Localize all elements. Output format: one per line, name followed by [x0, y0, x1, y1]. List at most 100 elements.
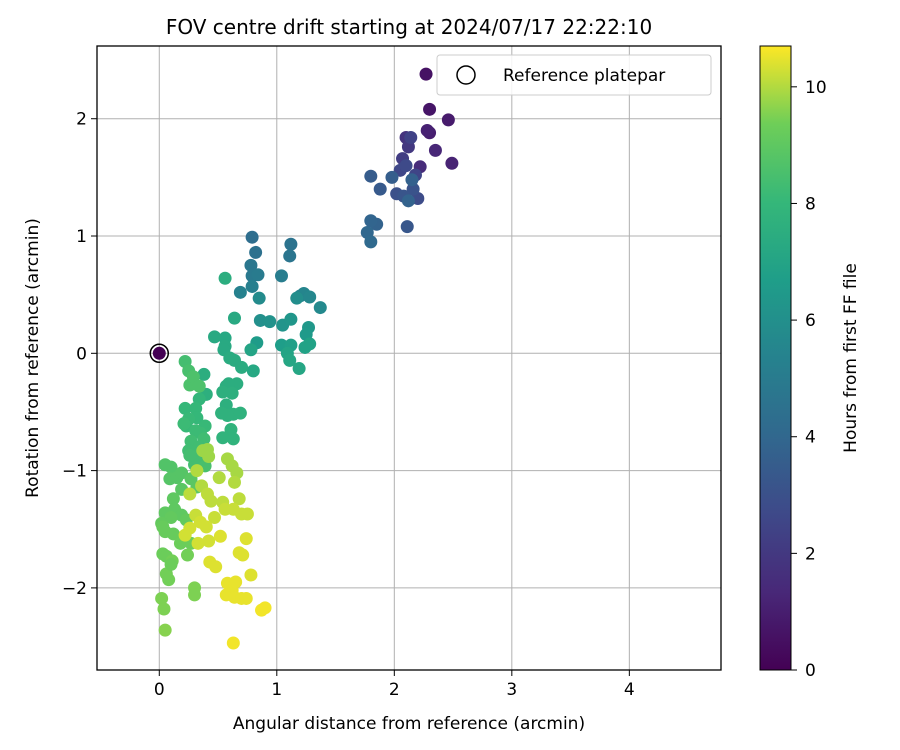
data-point	[164, 511, 178, 525]
data-point	[177, 417, 191, 431]
data-point	[199, 520, 213, 534]
data-point	[192, 379, 206, 393]
data-point	[385, 170, 399, 184]
y-tick-label: 0	[76, 344, 87, 364]
legend-box	[436, 54, 712, 96]
data-point	[227, 475, 241, 489]
data-point	[227, 311, 241, 325]
data-point	[202, 450, 216, 464]
colorbar-tick-label: 4	[805, 428, 816, 448]
data-point	[212, 471, 226, 485]
data-point	[399, 159, 413, 173]
x-tick-label: 2	[389, 680, 400, 700]
data-point	[164, 460, 178, 474]
data-point	[162, 573, 176, 587]
data-point	[156, 520, 170, 534]
data-point	[178, 528, 192, 542]
data-point	[186, 370, 200, 384]
data-point	[251, 268, 265, 282]
y-tick-label: −1	[62, 462, 87, 482]
data-point	[213, 529, 227, 543]
data-point	[245, 279, 259, 293]
data-point	[208, 330, 222, 344]
y-axis-label: Rotation from reference (arcmin)	[23, 218, 43, 498]
data-point	[428, 143, 442, 157]
data-point	[245, 230, 259, 244]
y-tick-label: 2	[76, 110, 87, 130]
data-point	[190, 464, 204, 478]
plot-frame	[96, 45, 722, 671]
data-point	[298, 340, 312, 354]
colorbar-gradient	[759, 45, 792, 671]
colorbar-tick-label: 0	[805, 661, 816, 681]
data-point	[226, 432, 240, 446]
x-tick-label: 3	[506, 680, 517, 700]
data-point	[283, 353, 297, 367]
data-point	[216, 431, 230, 445]
data-point	[249, 245, 263, 259]
data-point	[235, 360, 249, 374]
data-point	[155, 591, 169, 605]
colorbar-tick-label: 10	[805, 78, 827, 98]
data-point	[364, 235, 378, 249]
colorbar-tick-label: 2	[805, 544, 816, 564]
data-point	[445, 156, 459, 170]
data-point	[225, 386, 239, 400]
data-point	[183, 448, 197, 462]
data-point	[166, 527, 180, 541]
colorbar: 0 2 4 6 8 10 Hours from first FF file	[759, 45, 861, 681]
data-point	[274, 269, 288, 283]
data-point	[419, 67, 433, 81]
data-point	[197, 367, 211, 381]
y-tick-label: 1	[76, 227, 87, 247]
data-point	[175, 466, 189, 480]
data-point	[166, 492, 180, 506]
data-point	[405, 173, 419, 187]
colorbar-ticks: 0 2 4 6 8 10	[791, 78, 827, 681]
data-point	[233, 285, 247, 299]
data-point	[178, 401, 192, 415]
data-point	[401, 194, 415, 208]
data-point	[157, 602, 171, 616]
x-axis-label: Angular distance from reference (arcmin)	[233, 714, 585, 734]
data-point	[258, 601, 272, 615]
data-point	[152, 346, 166, 360]
data-point	[364, 214, 378, 228]
data-point	[233, 406, 247, 420]
data-point	[202, 534, 216, 548]
data-point	[441, 113, 455, 127]
data-point	[420, 123, 434, 137]
data-point	[292, 362, 306, 376]
data-point	[218, 271, 232, 285]
x-tick-label: 0	[154, 680, 165, 700]
data-point	[252, 291, 266, 305]
colorbar-tick-label: 6	[805, 311, 816, 331]
legend-marker-icon	[456, 65, 476, 85]
data-point	[284, 237, 298, 251]
data-point	[229, 575, 243, 589]
data-point	[244, 258, 258, 272]
data-point	[164, 557, 178, 571]
data-point	[226, 636, 240, 650]
data-point	[204, 494, 218, 508]
data-point	[180, 548, 194, 562]
data-point	[303, 290, 317, 304]
data-point	[373, 182, 387, 196]
colorbar-tick-label: 8	[805, 194, 816, 214]
x-tick-label: 4	[624, 680, 635, 700]
data-point	[284, 312, 298, 326]
data-point	[246, 364, 260, 378]
data-point	[240, 507, 254, 521]
data-point	[290, 291, 304, 305]
data-point	[364, 169, 378, 183]
data-point	[263, 315, 277, 329]
data-point	[404, 130, 418, 144]
data-point	[215, 406, 229, 420]
y-tick-label: −2	[62, 579, 87, 599]
data-point	[218, 502, 232, 516]
data-point	[313, 301, 327, 315]
data-point	[208, 511, 222, 525]
data-point	[239, 532, 253, 546]
chart-title: FOV centre drift starting at 2024/07/17 …	[166, 15, 652, 39]
scatter-points	[149, 67, 459, 650]
